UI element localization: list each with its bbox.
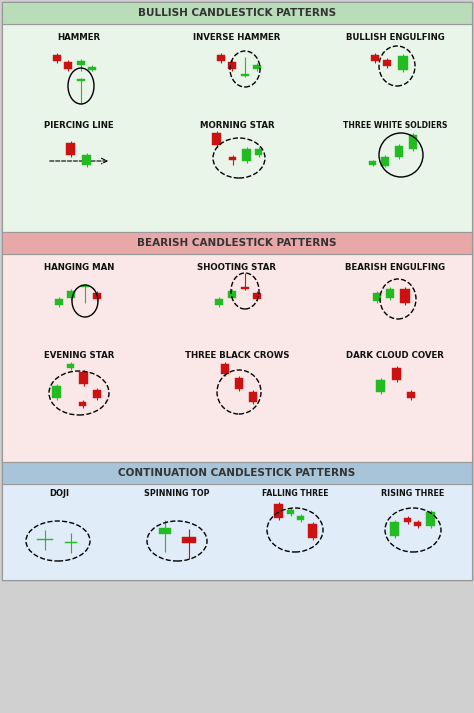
Text: FALLING THREE: FALLING THREE	[262, 490, 328, 498]
Bar	[370, 161, 376, 165]
Bar	[212, 133, 221, 145]
Text: DARK CLOUD COVER: DARK CLOUD COVER	[346, 351, 444, 359]
Bar	[376, 380, 385, 392]
Text: BEARISH ENGULFING: BEARISH ENGULFING	[345, 264, 445, 272]
Text: HANGING MAN: HANGING MAN	[44, 264, 114, 272]
Bar	[2, 484, 472, 580]
Text: EVENING STAR: EVENING STAR	[44, 351, 114, 359]
Bar	[228, 62, 236, 69]
Bar	[274, 504, 283, 518]
Bar	[80, 372, 89, 384]
Bar	[404, 518, 411, 522]
Bar	[215, 299, 223, 305]
Text: SPINNING TOP: SPINNING TOP	[144, 490, 210, 498]
Bar	[243, 149, 252, 161]
Text: HAMMER: HAMMER	[57, 34, 100, 43]
Bar	[2, 462, 472, 484]
Bar	[381, 157, 389, 166]
Bar	[93, 293, 101, 299]
Bar	[383, 60, 391, 66]
Text: THREE WHITE SOLDIERS: THREE WHITE SOLDIERS	[343, 120, 447, 130]
Bar	[255, 149, 263, 155]
Bar	[241, 287, 249, 289]
Bar	[217, 55, 225, 61]
Bar	[298, 516, 304, 520]
Bar	[228, 291, 236, 298]
Bar	[253, 293, 261, 299]
Bar	[93, 390, 101, 398]
Bar	[55, 299, 63, 305]
Bar	[65, 541, 77, 543]
Bar	[81, 285, 89, 287]
Bar	[221, 364, 229, 374]
Bar	[80, 402, 86, 406]
Bar	[391, 522, 400, 536]
Text: BULLISH CANDLESTICK PATTERNS: BULLISH CANDLESTICK PATTERNS	[138, 8, 336, 18]
Bar	[2, 2, 472, 24]
Bar	[371, 55, 379, 61]
Bar	[407, 392, 415, 398]
Bar	[2, 2, 472, 580]
Bar	[77, 79, 85, 81]
Text: CONTINUATION CANDLESTICK PATTERNS: CONTINUATION CANDLESTICK PATTERNS	[118, 468, 356, 478]
Text: BULLISH ENGULFING: BULLISH ENGULFING	[346, 34, 444, 43]
Bar	[414, 522, 421, 526]
Bar	[392, 368, 401, 380]
Text: DOJI: DOJI	[49, 490, 69, 498]
Bar	[64, 62, 72, 69]
Bar	[288, 510, 294, 514]
Bar	[67, 364, 74, 368]
Bar	[400, 289, 410, 303]
Bar	[235, 378, 243, 389]
Bar	[253, 65, 261, 69]
Bar	[77, 61, 85, 65]
Bar	[53, 55, 61, 61]
Bar	[2, 24, 472, 232]
Text: THREE BLACK CROWS: THREE BLACK CROWS	[185, 351, 289, 359]
Bar	[2, 232, 472, 254]
Bar	[159, 528, 171, 534]
Bar	[427, 512, 436, 526]
Bar	[249, 392, 257, 402]
Bar	[182, 537, 196, 543]
Bar	[309, 524, 318, 538]
Bar	[395, 146, 403, 157]
Text: INVERSE HAMMER: INVERSE HAMMER	[193, 34, 281, 43]
Bar	[241, 74, 249, 76]
Bar	[82, 155, 91, 165]
Bar	[229, 157, 237, 160]
Text: SHOOTING STAR: SHOOTING STAR	[198, 264, 276, 272]
Bar	[373, 293, 381, 301]
Bar	[66, 143, 75, 155]
Text: MORNING STAR: MORNING STAR	[200, 120, 274, 130]
Bar	[88, 67, 96, 70]
Bar	[409, 135, 417, 149]
Bar	[398, 56, 408, 70]
Bar	[386, 289, 394, 298]
Text: BEARISH CANDLESTICK PATTERNS: BEARISH CANDLESTICK PATTERNS	[137, 238, 337, 248]
Bar	[2, 254, 472, 462]
Text: PIERCING LINE: PIERCING LINE	[44, 120, 114, 130]
Bar	[67, 291, 75, 298]
Bar	[0, 580, 474, 713]
Text: RISING THREE: RISING THREE	[382, 490, 445, 498]
Bar	[53, 386, 62, 398]
Bar	[37, 538, 53, 540]
